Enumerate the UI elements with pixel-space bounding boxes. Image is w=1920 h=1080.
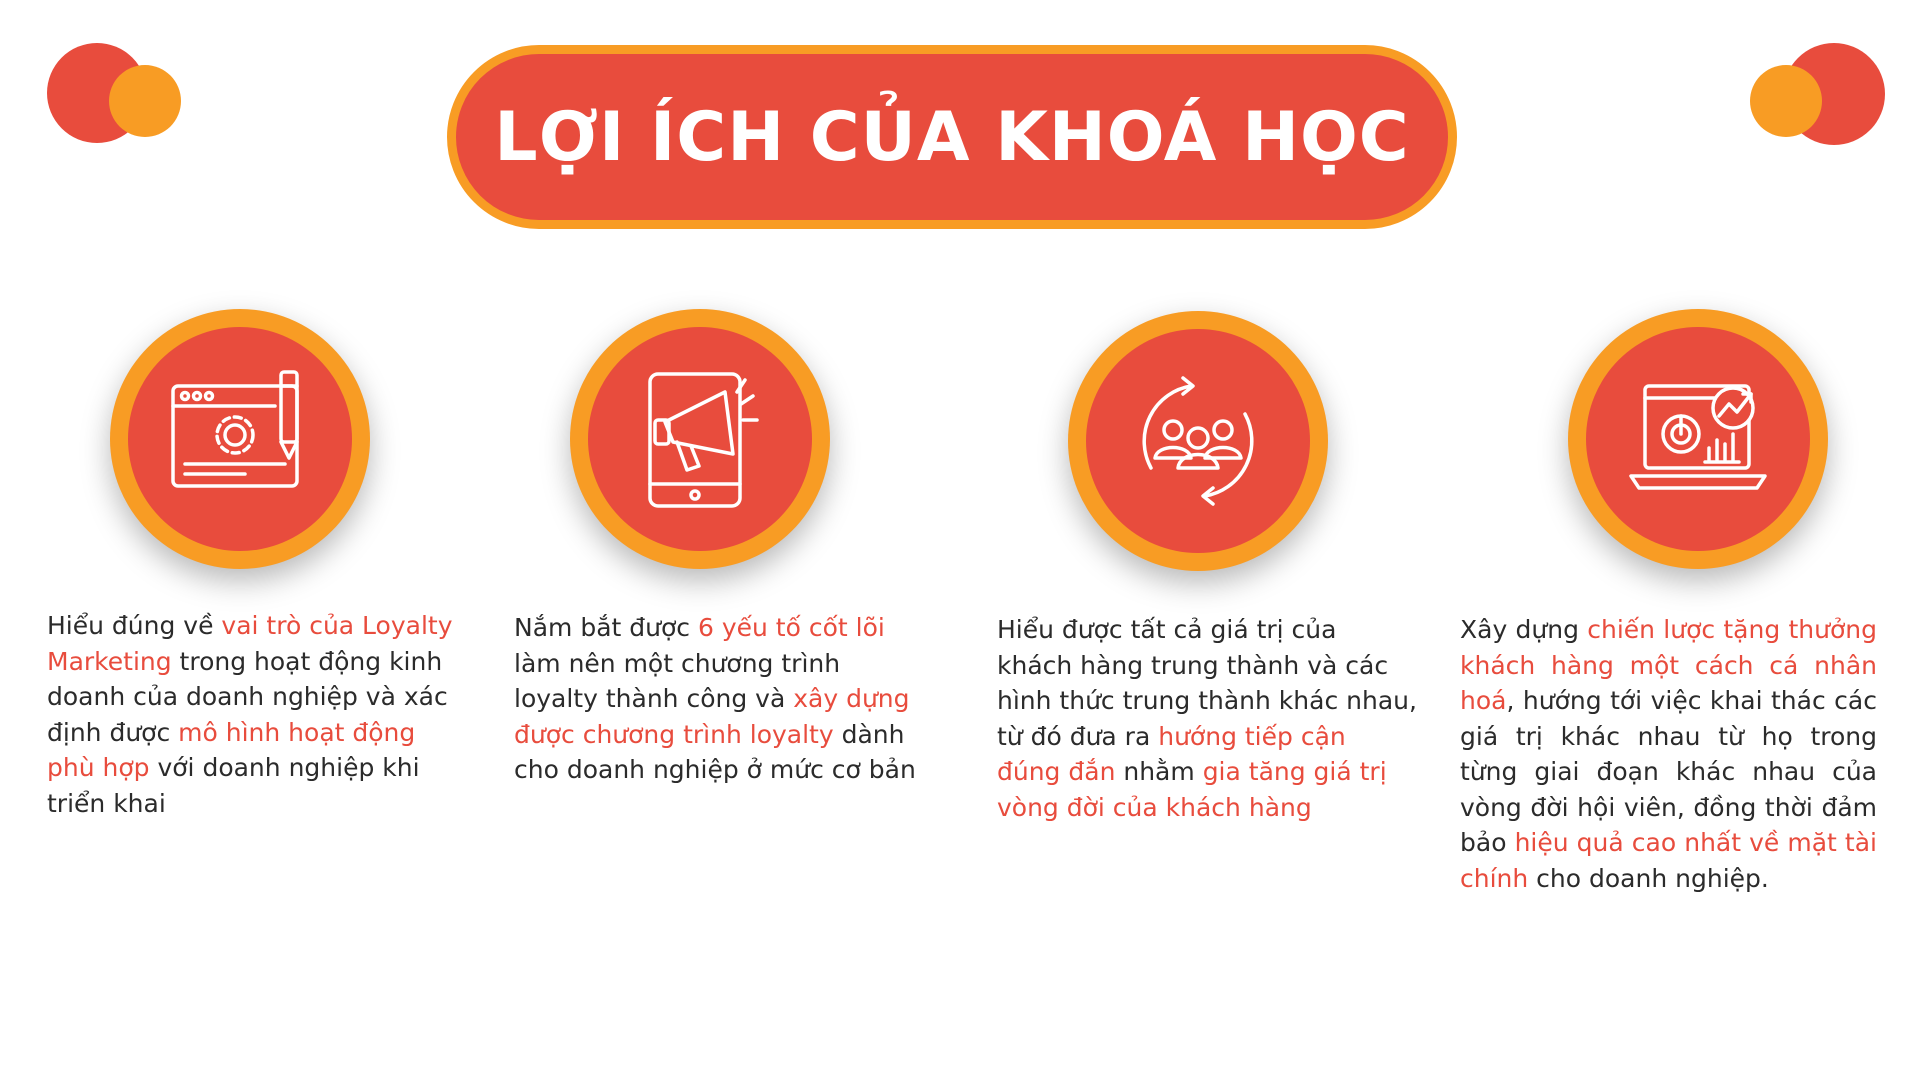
customer-group-cycle-icon <box>1142 376 1254 506</box>
benefit-4-icon-badge <box>1568 309 1828 569</box>
benefit-1-highlight: vai trò của Loyalty Marketing <box>47 611 453 676</box>
benefit-1-text-part: trong hoạt động kinh doanh của doanh ngh… <box>47 646 448 747</box>
decor-circle-top-left-orange <box>109 65 181 137</box>
title-banner: LỢI ÍCH CỦA KHOÁ HỌC <box>447 45 1457 229</box>
benefit-2-text-part: dành cho doanh nghiệp ở mức cơ bản <box>514 719 916 785</box>
benefit-4-text-part: cho doanh nghiệp. <box>1528 863 1769 893</box>
laptop-analytics-icon <box>1629 384 1767 490</box>
benefit-4-text: Xây dựng chiến lược tặng thưởng khách hà… <box>1460 612 1877 896</box>
benefit-3-highlight: hướng tiếp cận đúng đắn <box>997 721 1346 787</box>
benefit-2-highlight: 6 yếu tố cốt lõi <box>697 613 885 642</box>
benefit-2-text-part: Nắm bắt được <box>514 613 698 642</box>
benefit-2-icon-badge <box>570 309 830 569</box>
benefit-3-highlight: gia tăng giá trị vòng đời của khách hàng <box>997 757 1387 822</box>
decor-circle-top-right-orange <box>1750 65 1822 137</box>
benefit-3-text-part: nhằm <box>1115 757 1203 786</box>
benefit-4-highlight: hiệu quả cao nhất về mặt tài chính <box>1460 828 1878 893</box>
benefit-1-text-part: Hiểu đúng về <box>47 611 222 640</box>
benefit-2-highlight: xây dựng được chương trình loyalty <box>514 684 910 749</box>
benefit-3-text: Hiểu được tất cả giá trị của khách hàng … <box>997 612 1417 825</box>
benefit-1-text: Hiểu đúng về vai trò của Loyalty Marketi… <box>47 608 453 821</box>
tablet-megaphone-icon <box>648 372 759 508</box>
web-settings-pencil-icon <box>171 370 299 488</box>
benefit-1-text-part: với doanh nghiệp khi triển khai <box>47 753 420 818</box>
benefit-2-text-part: làm nên một chương trình loyalty thành c… <box>514 648 841 714</box>
benefit-3-icon-badge <box>1068 311 1328 571</box>
benefit-4-text-part: , hướng tới việc khai thác các giá trị k… <box>1460 686 1877 857</box>
benefit-4-highlight: chiến lược tặng thưởng khách hàng một cá… <box>1460 615 1877 715</box>
page-title: LỢI ÍCH CỦA KHOÁ HỌC <box>494 97 1410 177</box>
benefit-4-text-part: Xây dựng <box>1460 615 1588 644</box>
benefit-3-text-part: Hiểu được tất cả giá trị của khách hàng … <box>997 615 1417 751</box>
benefit-2-text: Nắm bắt được 6 yếu tố cốt lõi làm nên mộ… <box>514 610 920 788</box>
benefit-1-icon-badge <box>110 309 370 569</box>
benefit-1-highlight: mô hình hoạt động phù hợp <box>47 717 416 783</box>
